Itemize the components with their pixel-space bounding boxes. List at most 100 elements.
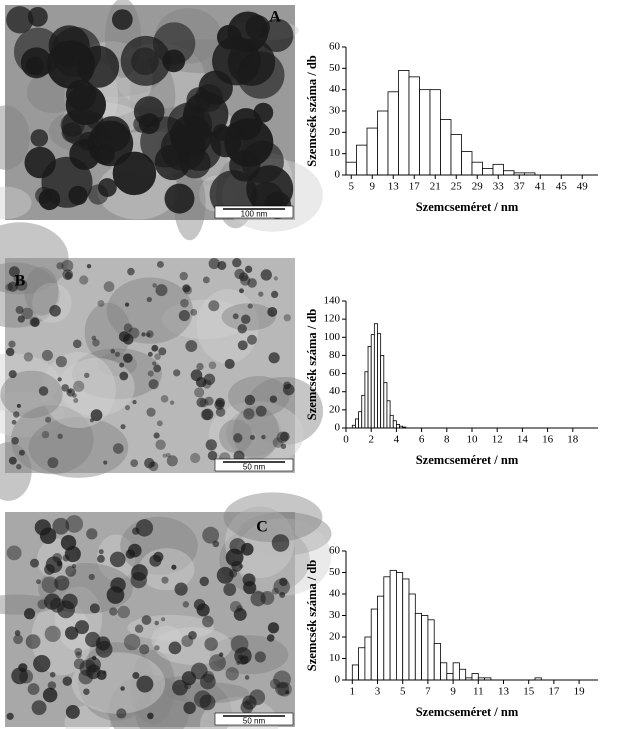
particle [83, 688, 90, 695]
bar [440, 662, 448, 681]
particle [64, 626, 79, 640]
bar [373, 323, 378, 429]
particle [276, 431, 289, 444]
particle [65, 515, 84, 533]
particle [218, 652, 224, 657]
y-tick-label: 140 [324, 295, 341, 307]
scale-bar-label: 100 nm [241, 210, 268, 219]
particle [208, 654, 226, 672]
particle [30, 129, 49, 147]
texture [228, 376, 290, 417]
bar [389, 414, 394, 429]
particle [123, 353, 133, 363]
particle [5, 347, 15, 357]
particle [245, 15, 270, 40]
particle [283, 314, 291, 322]
particle [196, 397, 207, 408]
particle [147, 370, 154, 377]
particle [229, 150, 261, 182]
particle [156, 261, 164, 268]
particle [174, 582, 188, 596]
particle [34, 519, 51, 536]
particle [165, 452, 171, 458]
y-tick-label: 60 [329, 545, 341, 557]
particle [245, 698, 252, 705]
x-tick-label: 7 [425, 686, 431, 698]
particle [139, 644, 150, 655]
x-tick-label: 17 [548, 686, 560, 698]
particle [127, 267, 135, 276]
particle [11, 667, 29, 685]
x-tick-label: 2 [368, 434, 374, 446]
particle [190, 308, 198, 316]
bar [414, 612, 422, 681]
bar [392, 420, 397, 429]
texture [24, 267, 59, 316]
particle [13, 634, 23, 645]
particle [11, 419, 17, 425]
particle [242, 573, 256, 587]
particle [283, 381, 291, 390]
y-tick-label: 10 [329, 652, 341, 664]
x-tick-label: 33 [493, 181, 505, 193]
particle [208, 258, 220, 270]
particle [97, 554, 105, 563]
particle [246, 334, 257, 345]
particle [152, 22, 196, 65]
y-tick-label: 30 [329, 609, 341, 621]
particle [119, 371, 129, 381]
bar [364, 636, 372, 681]
particle [89, 418, 94, 423]
particle [131, 564, 148, 581]
particle [153, 551, 164, 563]
particle [18, 449, 25, 456]
bar [364, 371, 369, 429]
x-tick-label: 16 [542, 434, 554, 446]
tem-image [0, 492, 332, 729]
scale-bar-label: 50 nm [243, 463, 266, 472]
texture [0, 391, 65, 438]
x-tick-label: 9 [370, 181, 376, 193]
particle [141, 332, 146, 337]
particle [6, 6, 34, 34]
particle [215, 407, 226, 417]
particle [8, 340, 16, 348]
particle [146, 332, 151, 338]
texture [232, 406, 280, 460]
particle [271, 290, 279, 299]
particle [250, 591, 266, 607]
particle [237, 324, 247, 334]
particle [61, 384, 69, 392]
x-tick-label: 12 [492, 434, 503, 446]
particle [239, 272, 249, 282]
particle [47, 457, 59, 469]
particle [210, 126, 242, 158]
particle [269, 678, 281, 690]
particle [42, 687, 58, 703]
y-tick-label: 20 [329, 403, 341, 415]
particle [147, 351, 153, 357]
particle [173, 369, 181, 377]
particle [224, 358, 235, 369]
bar [503, 170, 515, 176]
y-tick-label: 120 [324, 313, 341, 325]
particle [21, 307, 33, 320]
particle [249, 434, 255, 441]
bar [386, 400, 391, 429]
bar [402, 578, 410, 681]
y-tick-label: 60 [329, 41, 341, 53]
particle [208, 361, 217, 370]
particle [16, 464, 22, 470]
particle [178, 309, 190, 322]
panel-label: B [15, 273, 26, 290]
particle [196, 362, 204, 371]
particle [194, 387, 205, 398]
particle [239, 655, 249, 665]
particle [253, 102, 274, 123]
particle [92, 338, 100, 347]
texture [0, 442, 32, 501]
x-tick-label: 49 [577, 181, 589, 193]
y-tick-label: 80 [329, 349, 341, 361]
particle [79, 659, 97, 677]
